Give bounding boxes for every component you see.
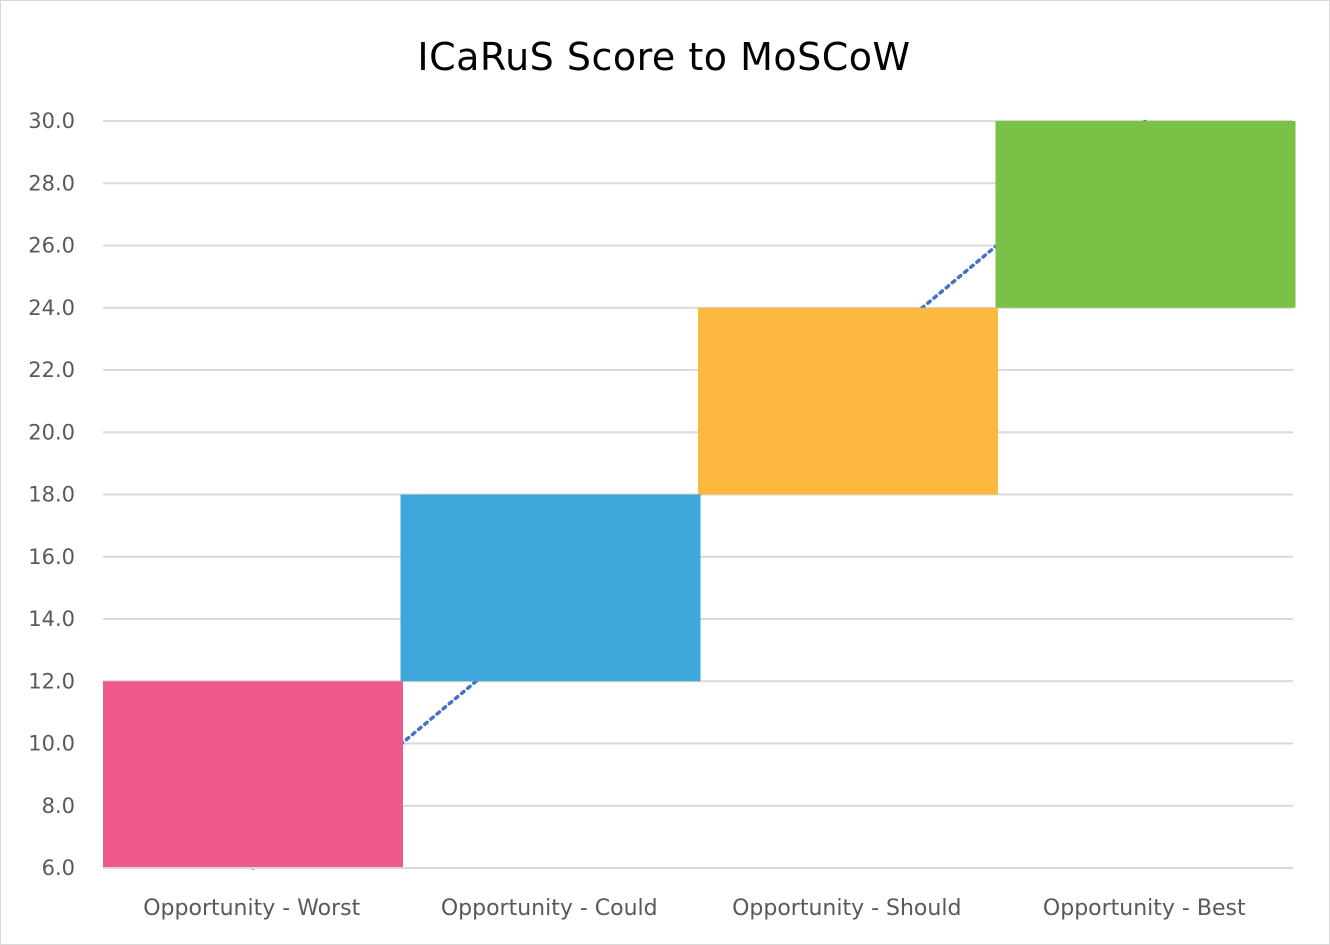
y-tick-label: 26.0: [28, 234, 75, 258]
y-tick-label: 20.0: [28, 420, 75, 444]
bar: [103, 681, 403, 868]
y-tick-label: 8.0: [42, 794, 75, 818]
y-tick-label: 18.0: [28, 483, 75, 507]
y-tick-label: 6.0: [42, 856, 75, 880]
y-tick-label: 14.0: [28, 607, 75, 631]
x-category-label: Opportunity - Best: [1043, 896, 1246, 921]
y-tick-label: 10.0: [28, 732, 75, 756]
y-tick-label: 24.0: [28, 296, 75, 320]
x-category-label: Opportunity - Worst: [143, 896, 360, 921]
bar: [995, 121, 1296, 308]
y-tick-label: 16.0: [28, 545, 75, 569]
y-tick-label: 28.0: [28, 171, 75, 195]
bar: [698, 307, 998, 495]
y-tick-label: 30.0: [28, 109, 75, 133]
x-category-label: Opportunity - Should: [732, 896, 961, 921]
y-tick-label: 12.0: [28, 669, 75, 693]
chart-title: ICaRuS Score to MoSCoW: [417, 35, 911, 79]
x-category-label: Opportunity - Could: [441, 896, 658, 921]
y-tick-label: 22.0: [28, 358, 75, 382]
bar: [400, 494, 701, 682]
